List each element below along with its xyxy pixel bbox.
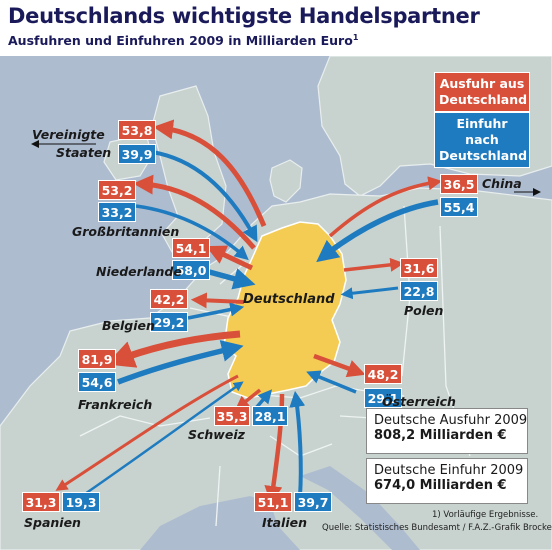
value-import-it: 39,7 [294,492,332,512]
value-export-fr: 81,9 [78,349,116,369]
legend-export-text: Ausfuhr aus Deutschland [439,76,528,107]
subtitle-text: Ausfuhren und Einfuhren 2009 in Milliard… [8,33,353,48]
total-import-box: Deutsche Einfuhr 2009 674,0 Milliarden € [366,458,528,504]
trade-map: Ausfuhr aus Deutschland Einfuhr nach Deu… [0,56,552,550]
value-export-pl: 31,6 [400,258,438,278]
import-arrow-at [306,370,357,394]
label-es: Spanien [24,515,81,530]
label-it: Italien [262,515,308,530]
value-export-ch: 35,3 [214,406,250,426]
export-arrow-cn [328,176,443,238]
label-uk: Großbritannien [72,224,180,239]
label-cn: China [482,176,522,191]
value-export-cn: 36,5 [440,174,478,194]
value-export-be: 42,2 [150,289,188,309]
subtitle-footnote-mark: 1 [352,33,359,42]
value-import-be: 29,2 [150,312,188,332]
legend-import-text: Einfuhr nach Deutschland [439,116,528,163]
value-export-uk: 53,2 [98,180,136,200]
export-arrow-pl [343,257,405,272]
total-export-box: Deutsche Ausfuhr 2009 808,2 Milliarden € [366,408,528,454]
export-arrow-fr [106,330,241,368]
label-fr: Frankreich [78,397,153,412]
import-arrow-ch [254,389,273,410]
import-arrow-uk [135,204,249,261]
value-import-nl: 58,0 [172,260,210,280]
label-usa-line1: Vereinigte [32,127,105,142]
land-denmark [269,159,303,203]
value-import-es: 19,3 [62,492,100,512]
value-import-cn: 55,4 [440,197,478,217]
import-arrow-usa [151,150,258,243]
export-arrow-ch [235,388,262,410]
footnote: 1) Vorläufige Ergebnisse. [432,510,539,520]
total-export-label: Deutsche Ausfuhr 2009 [374,413,528,428]
value-import-ch: 28,1 [252,406,288,426]
source: Quelle: Statistisches Bundesamt / F.A.Z.… [322,523,552,533]
value-export-es: 31,3 [22,492,60,512]
page-subtitle: Ausfuhren und Einfuhren 2009 in Milliard… [8,33,358,48]
export-arrow-uk [133,174,256,250]
export-arrow-usa [153,119,267,227]
label-ch: Schweiz [188,427,245,442]
export-arrow-be [190,292,245,309]
sea-adriatic [300,466,420,550]
label-nl: Niederlande [96,264,182,279]
import-arrow-be [187,302,245,320]
total-import-value: 674,0 Milliarden € [374,478,507,493]
label-at: Österreich [382,394,456,409]
label-be: Belgien [102,318,155,333]
import-arrow-pl [340,286,399,300]
export-arrow-nl [205,245,254,271]
value-export-usa: 53,8 [118,120,156,140]
value-import-fr: 54,6 [78,372,116,392]
value-import-at: 29,1 [364,388,402,408]
total-import-label: Deutsche Einfuhr 2009 [374,463,524,478]
value-import-pl: 22,8 [400,281,438,301]
import-arrow-fr [117,340,244,385]
import-arrow-it [289,390,306,497]
value-export-at: 48,2 [364,364,402,384]
export-arrow-es [55,374,239,491]
import-arrow-cn [316,199,439,263]
export-arrow-it [264,393,285,505]
label-pl: Polen [404,303,444,318]
label-usa-line2: Staaten [56,145,112,160]
export-arrow-at [313,353,366,378]
value-import-uk: 33,2 [98,202,136,222]
import-arrow-es [81,381,244,498]
legend-import: Einfuhr nach Deutschland [434,112,530,168]
value-import-usa: 39,9 [118,144,156,164]
label-germany: Deutschland [243,292,335,307]
value-export-it: 51,1 [254,492,292,512]
value-export-nl: 54,1 [172,238,210,258]
page-title: Deutschlands wichtigste Handelspartner [8,4,480,28]
total-export-value: 808,2 Milliarden € [374,428,507,443]
legend-export: Ausfuhr aus Deutschland [434,72,530,112]
